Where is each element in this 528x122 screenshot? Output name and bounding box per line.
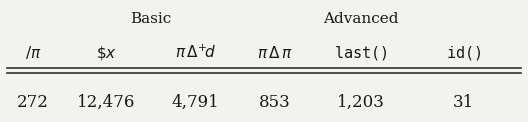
- Text: 1,203: 1,203: [337, 94, 385, 111]
- Text: 272: 272: [17, 94, 49, 111]
- Text: 12,476: 12,476: [77, 94, 136, 111]
- Text: $\$x$: $\$x$: [96, 44, 117, 62]
- Text: 4,791: 4,791: [172, 94, 220, 111]
- Text: $\pi\,\Delta\,\pi$: $\pi\,\Delta\,\pi$: [257, 45, 293, 61]
- Text: $\mathtt{last()}$: $\mathtt{last()}$: [334, 44, 388, 62]
- Text: 31: 31: [453, 94, 474, 111]
- Text: $\mathtt{id()}$: $\mathtt{id()}$: [446, 44, 482, 62]
- Text: 853: 853: [259, 94, 290, 111]
- Text: $/\pi$: $/\pi$: [25, 44, 41, 61]
- Text: $\pi\,\Delta^{+}\!d$: $\pi\,\Delta^{+}\!d$: [175, 44, 216, 61]
- Text: Basic: Basic: [130, 12, 172, 26]
- Text: Advanced: Advanced: [324, 12, 399, 26]
